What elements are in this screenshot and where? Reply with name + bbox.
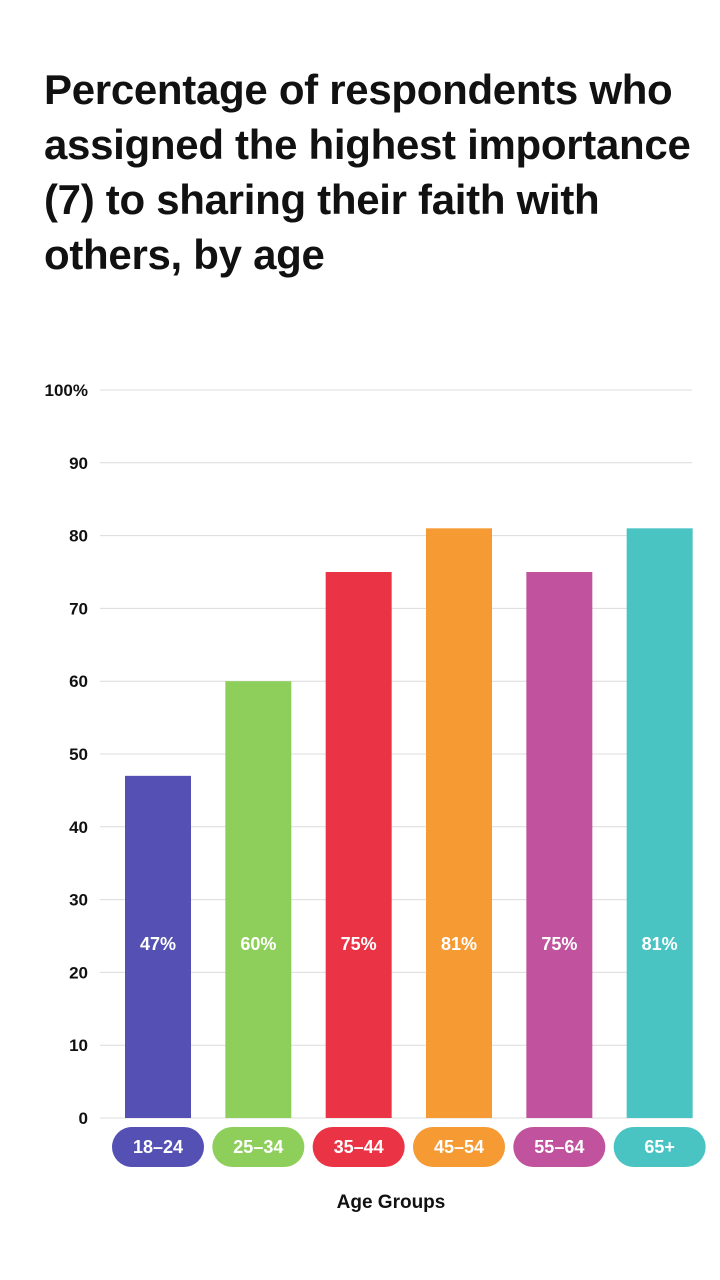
category-pill <box>613 1127 706 1167</box>
bar-value-label: 81% <box>642 934 678 954</box>
bar-value-label: 60% <box>240 934 276 954</box>
category-pill <box>413 1127 505 1167</box>
bar-value-label: 75% <box>341 934 377 954</box>
y-tick-label: 10 <box>69 1036 88 1055</box>
x-axis-categories: 18–24 25–34 35–44 45–54 55–64 65+ <box>112 1127 706 1167</box>
bar <box>125 775 191 1118</box>
y-tick-label: 80 <box>69 527 88 546</box>
y-tick-label: 60 <box>69 672 88 691</box>
bar-value-label: 81% <box>441 934 477 954</box>
bar <box>626 528 693 1118</box>
category-pill <box>513 1127 606 1167</box>
category-pill <box>312 1127 405 1167</box>
y-tick-label: 20 <box>69 963 88 982</box>
x-tick-label: 45–54 <box>434 1137 484 1157</box>
y-tick-label: 40 <box>69 818 88 837</box>
bar <box>526 572 593 1118</box>
y-tick-label: 50 <box>69 745 88 764</box>
category-pill <box>112 1127 204 1167</box>
x-tick-label: 18–24 <box>133 1137 183 1157</box>
bar <box>225 681 292 1118</box>
y-tick-label: 0 <box>79 1109 88 1128</box>
bar <box>426 528 492 1118</box>
x-tick-label: 55–64 <box>534 1137 584 1157</box>
y-tick-label: 100% <box>45 381 88 400</box>
y-tick-label: 70 <box>69 599 88 618</box>
x-tick-label: 25–34 <box>233 1137 283 1157</box>
bars: 47% 60% 75% 81% 75% 81% <box>125 528 693 1118</box>
bar-value-label: 47% <box>140 934 176 954</box>
x-axis-title: Age Groups <box>337 1192 446 1213</box>
category-pill <box>212 1127 305 1167</box>
x-tick-label: 35–44 <box>334 1137 384 1157</box>
gridlines <box>100 389 692 1119</box>
bar <box>325 572 392 1118</box>
x-tick-label: 65+ <box>644 1137 675 1157</box>
y-tick-label: 90 <box>69 454 88 473</box>
y-axis-ticks: 0 10 20 30 40 50 60 70 80 90 100% <box>45 381 88 1128</box>
y-tick-label: 30 <box>69 891 88 910</box>
bar-value-label: 75% <box>541 934 577 954</box>
chart-title: Percentage of respondents who assigned t… <box>44 66 691 278</box>
